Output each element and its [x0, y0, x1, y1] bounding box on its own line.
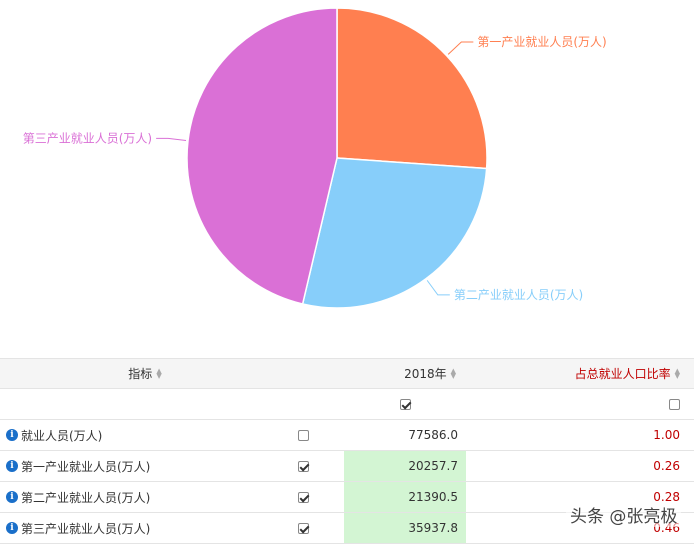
- row-name-cell: i 第一产业就业人员(万人): [6, 451, 286, 481]
- header-ratio[interactable]: 占总就业人口比率 ▲ ▼: [574, 366, 680, 381]
- sort-arrows-icon[interactable]: ▲ ▼: [450, 366, 456, 380]
- sort-arrows-icon[interactable]: ▲ ▼: [674, 366, 680, 380]
- info-icon[interactable]: i: [6, 429, 18, 441]
- row-checkbox-cell: [292, 420, 314, 450]
- row-name: 第一产业就业人员(万人): [21, 459, 151, 474]
- row-value: 20257.7: [344, 451, 466, 481]
- slice-label: 第三产业就业人员(万人): [23, 131, 152, 145]
- year-column-checkbox[interactable]: [399, 398, 411, 410]
- row-value: 35937.8: [344, 513, 466, 543]
- row-value: 21390.5: [344, 482, 466, 512]
- table-row: i 第一产业就业人员(万人) 20257.7 0.26: [0, 451, 694, 482]
- row-checkbox[interactable]: [297, 460, 309, 472]
- row-name-cell: i 就业人员(万人): [6, 420, 286, 450]
- row-checkbox-cell: [292, 451, 314, 481]
- info-icon[interactable]: i: [6, 460, 18, 472]
- row-ratio: 0.28: [653, 490, 680, 504]
- watermark: 头条 @张亮极: [566, 502, 682, 527]
- row-name: 第二产业就业人员(万人): [21, 490, 151, 505]
- pie-slice[interactable]: [301, 157, 488, 309]
- row-ratio: 0.26: [653, 459, 680, 473]
- row-name: 就业人员(万人): [21, 428, 103, 443]
- data-table: 指标 ▲ ▼ 2018年 ▲ ▼ 占总就业人口比率 ▲ ▼ i 就业人员(万人) 7758…: [0, 358, 694, 544]
- pie-slice[interactable]: [186, 7, 338, 305]
- header-year[interactable]: 2018年 ▲ ▼: [404, 366, 456, 381]
- table-row: i 就业人员(万人) 77586.0 1.00: [0, 420, 694, 451]
- row-name-cell: i 第三产业就业人员(万人): [6, 513, 286, 543]
- ratio-column-checkbox[interactable]: [669, 398, 680, 410]
- info-icon[interactable]: i: [6, 491, 18, 503]
- table-header: 指标 ▲ ▼ 2018年 ▲ ▼ 占总就业人口比率 ▲ ▼: [0, 358, 694, 389]
- row-checkbox[interactable]: [297, 491, 309, 503]
- row-value: 77586.0: [408, 428, 458, 442]
- header-indicator[interactable]: 指标 ▲ ▼: [128, 366, 162, 381]
- select-all-row: [0, 389, 694, 420]
- row-name: 第三产业就业人员(万人): [21, 521, 151, 536]
- label-leader-line: [156, 137, 187, 141]
- pie-chart: 第一产业就业人员(万人) 第二产业就业人员(万人) 第三产业就业人员(万人): [23, 7, 607, 309]
- year-column-checkbox-cell: [344, 389, 466, 419]
- sort-arrows-icon[interactable]: ▲ ▼: [156, 366, 162, 380]
- ratio-column-checkbox-cell: [470, 389, 680, 419]
- label-leader-line: [447, 41, 474, 55]
- info-icon[interactable]: i: [6, 522, 18, 534]
- table-row: i 第二产业就业人员(万人) 21390.5 0.28: [0, 482, 694, 513]
- row-checkbox[interactable]: [297, 429, 309, 441]
- slice-label: 第二产业就业人员(万人): [454, 288, 583, 302]
- row-name-cell: i 第二产业就业人员(万人): [6, 482, 286, 512]
- row-checkbox-cell: [292, 513, 314, 543]
- row-checkbox-cell: [292, 482, 314, 512]
- row-checkbox[interactable]: [297, 522, 309, 534]
- pie-slice[interactable]: [336, 7, 488, 170]
- slice-label: 第一产业就业人员(万人): [477, 35, 606, 49]
- table-body: i 就业人员(万人) 77586.0 1.00 i 第一产业就业人员(万人) 20257.7…: [0, 420, 694, 544]
- label-leader-line: [426, 280, 450, 296]
- row-ratio: 1.00: [653, 428, 680, 442]
